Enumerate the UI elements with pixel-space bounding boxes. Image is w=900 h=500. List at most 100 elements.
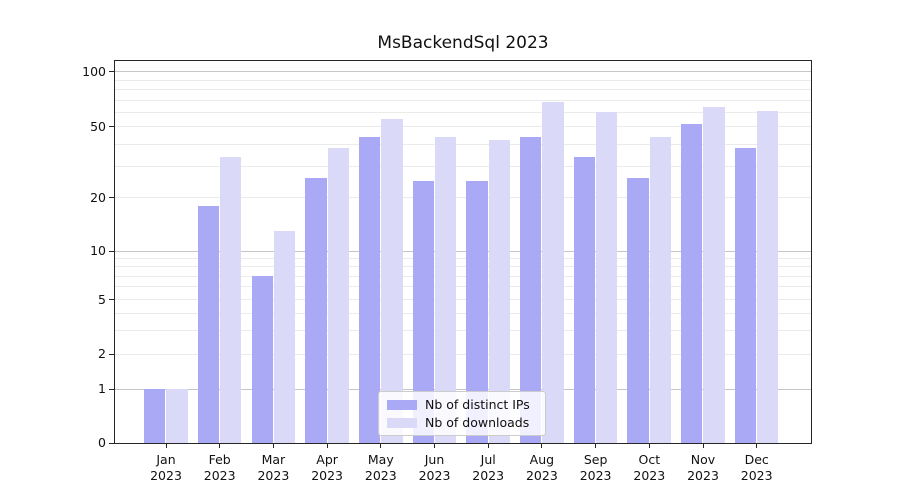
y-tick-mark-100 [109,71,114,73]
x-tick-label-feb: Feb 2023 [188,452,252,484]
y-tick-label-1: 1 [98,381,106,397]
x-tick-year: 2023 [579,468,612,483]
bar-oct-downloads [649,136,672,443]
y-tick-mark-0 [109,442,114,444]
x-tick-month: Nov [690,452,716,467]
x-tick-year: 2023 [740,468,773,483]
minor-gridline-30 [115,165,811,167]
legend-swatch-distinct-ips [387,399,417,410]
x-tick-month: Feb [208,452,231,467]
y-tick-label-0: 0 [98,435,106,450]
bar-mar-distinct-ips [251,276,273,443]
x-tick-year: 2023 [150,468,182,483]
minor-gridline-8 [115,266,811,268]
bar-dec-distinct-ips [734,148,757,443]
x-tick-year: 2023 [311,468,343,483]
minor-gridline-50 [115,126,811,128]
plot-area: Nb of distinct IPs Nb of downloads [114,60,812,444]
bar-dec-downloads [757,110,779,443]
x-tick-month: Jul [480,452,496,467]
x-tick-month: Apr [316,452,338,467]
x-tick-label-apr: Apr 2023 [295,452,359,484]
x-tick-label-mar: Mar 2023 [241,452,305,484]
y-tick-mark-5 [109,299,114,301]
x-tick-label-may: May 2023 [349,452,413,484]
legend-item-downloads: Nb of downloads [387,415,537,430]
y-tick-label-20: 20 [90,189,106,205]
x-tick-label-jun: Jun 2023 [403,452,467,484]
y-tick-mark-50 [109,126,114,128]
minor-gridline-40 [115,143,811,145]
x-tick-year: 2023 [472,468,505,483]
major-gridline-10 [115,250,811,252]
legend-swatch-downloads [387,417,417,428]
legend: Nb of distinct IPs Nb of downloads [378,391,546,436]
bar-oct-distinct-ips [627,177,649,443]
major-gridline-1 [115,388,811,390]
x-tick-mark-oct [648,444,650,448]
x-tick-label-dec: Dec 2023 [725,452,789,484]
legend-label-downloads: Nb of downloads [425,415,530,430]
bar-feb-distinct-ips [197,206,220,443]
x-tick-month: Sep [583,452,608,467]
bar-jun-distinct-ips [412,180,434,443]
bar-jun-downloads [434,136,457,443]
bar-sep-downloads [596,112,618,443]
bar-apr-distinct-ips [305,177,327,443]
minor-gridline-20 [115,197,811,199]
minor-gridline-90 [115,79,811,81]
x-tick-year: 2023 [364,468,397,483]
bar-apr-downloads [327,148,349,443]
y-tick-mark-2 [109,353,114,355]
x-tick-mark-jun [434,444,435,448]
bar-aug-downloads [542,102,564,443]
bar-aug-distinct-ips [520,136,542,443]
minor-gridline-4 [115,312,811,314]
x-tick-mark-dec [756,444,758,448]
x-tick-mark-apr [326,444,328,448]
minor-gridline-7 [115,275,811,277]
x-tick-label-aug: Aug 2023 [510,452,574,484]
bar-may-downloads [381,119,403,443]
bar-sep-distinct-ips [573,156,596,443]
x-tick-mark-sep [595,444,597,448]
y-tick-label-10: 10 [90,243,106,258]
minor-gridline-5 [115,299,811,301]
minor-gridline-9 [115,257,811,259]
y-tick-mark-10 [109,250,114,252]
x-tick-mark-nov [702,444,704,448]
x-tick-year: 2023 [633,468,666,483]
x-tick-label-jan: Jan 2023 [134,452,198,484]
x-tick-year: 2023 [525,468,558,483]
y-tick-label-50: 50 [90,118,106,134]
bar-jul-downloads [488,140,510,443]
minor-gridline-2 [115,353,811,355]
bar-feb-downloads [220,156,242,443]
x-tick-month: Aug [529,452,555,467]
x-tick-mark-jan [165,444,167,448]
x-tick-label-jul: Jul 2023 [456,452,520,484]
x-tick-mark-feb [219,444,221,448]
y-tick-label-2: 2 [98,346,106,362]
x-tick-year: 2023 [203,468,236,483]
y-tick-mark-1 [109,388,114,390]
minor-gridline-3 [115,329,811,331]
bar-jul-distinct-ips [466,180,488,443]
bars-layer [115,61,811,443]
x-tick-label-nov: Nov 2023 [671,452,735,484]
y-tick-label-5: 5 [98,291,106,307]
legend-label-distinct-ips: Nb of distinct IPs [425,397,530,412]
x-tick-month: Oct [638,452,661,467]
minor-gridline-6 [115,286,811,288]
x-tick-mark-aug [541,444,543,448]
bar-nov-distinct-ips [681,123,703,443]
x-tick-label-sep: Sep 2023 [564,452,628,484]
x-tick-month: Mar [261,452,286,467]
x-tick-month: Jun [424,452,445,467]
bar-mar-downloads [273,230,296,443]
x-tick-year: 2023 [418,468,451,483]
x-tick-mark-jul [487,444,489,448]
x-tick-year: 2023 [257,468,290,483]
legend-item-distinct-ips: Nb of distinct IPs [387,397,537,412]
